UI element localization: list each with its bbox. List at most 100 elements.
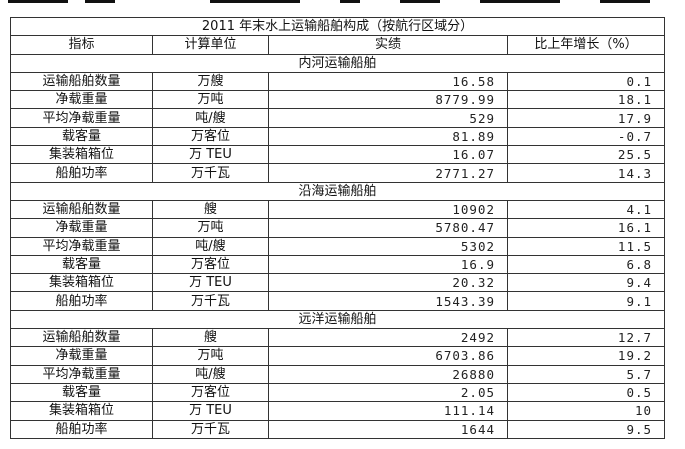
- table-row: 净载重量 万吨 8779.99 18.1: [10, 90, 666, 110]
- indicator-cell: 船舶功率: [10, 419, 153, 439]
- indicator-cell: 集装箱箱位: [10, 401, 153, 421]
- unit-cell: 万吨: [152, 218, 269, 238]
- indicator-cell: 运输船舶数量: [10, 328, 153, 348]
- indicator-cell: 平均净载重量: [10, 108, 153, 128]
- table-row: 集装箱箱位万 TEU 111.14 10: [10, 401, 666, 421]
- unit-cell: 万 TEU: [152, 401, 269, 421]
- unit-cell: 万客位: [152, 126, 269, 147]
- section-title: 内河运输船舶: [9, 53, 666, 73]
- section-row: 内河运输船舶: [9, 53, 666, 73]
- indicator-cell: 集装箱箱位: [10, 273, 153, 293]
- unit-cell: 万艘: [152, 71, 269, 92]
- table-row: 载客量 万客位 81.89 -0.7: [10, 126, 666, 147]
- indicator-cell: 平均净载重量: [10, 236, 153, 256]
- indicator-cell: 载客量: [10, 254, 153, 275]
- unit-cell: 艘: [152, 328, 269, 348]
- growth-cell: 18.1: [506, 90, 666, 110]
- indicator-cell: 平均净载重量: [10, 364, 153, 384]
- actual-cell: 16.58: [268, 71, 508, 92]
- actual-cell: 16.07: [268, 145, 508, 165]
- table-row: 运输船舶数量 万艘 16.58 0.1: [10, 71, 666, 92]
- header-indicator: 指标: [10, 35, 153, 55]
- growth-cell: 14.3: [506, 163, 666, 183]
- unit-cell: 吨/艘: [152, 364, 269, 384]
- growth-cell: 17.9: [506, 108, 666, 128]
- indicator-cell: 船舶功率: [10, 163, 153, 183]
- actual-cell: 20.32: [268, 273, 508, 293]
- unit-cell: 艘: [152, 199, 269, 220]
- section-row: 沿海运输船舶: [9, 181, 666, 201]
- table-row: 净载重量 万吨 6703.86 19.2: [10, 346, 666, 366]
- growth-cell: 11.5: [506, 236, 666, 256]
- actual-cell: 5302: [268, 236, 508, 256]
- table-row: 平均净载重量 吨/艘 26880 5.7: [10, 364, 666, 384]
- unit-cell: 万吨: [152, 346, 269, 366]
- actual-cell: 8779.99: [268, 90, 508, 110]
- actual-cell: 111.14: [268, 401, 508, 421]
- indicator-cell: 集装箱箱位: [10, 145, 153, 165]
- growth-cell: 9.5: [506, 419, 666, 439]
- growth-cell: 0.1: [506, 71, 666, 92]
- actual-cell: 529: [268, 108, 508, 128]
- header-row: 指标 计算单位 实绩 比上年增长（%）: [10, 35, 666, 55]
- actual-cell: 2492: [268, 328, 508, 348]
- growth-cell: 0.5: [506, 382, 666, 403]
- unit-cell: 吨/艘: [152, 236, 269, 256]
- table-row: 平均净载重量 吨/艘 5302 11.5: [10, 236, 666, 256]
- indicator-cell: 净载重量: [10, 90, 153, 110]
- header-unit: 计算单位: [152, 35, 269, 55]
- actual-cell: 2771.27: [268, 163, 508, 183]
- actual-cell: 26880: [268, 364, 508, 384]
- unit-cell: 万客位: [152, 254, 269, 275]
- ship-composition-table: 2011 年末水上运输船舶构成（按航行区域分） 指标 计算单位 实绩 比上年增长…: [9, 16, 666, 439]
- unit-cell: 万客位: [152, 382, 269, 403]
- section-title: 远洋运输船舶: [9, 309, 666, 330]
- growth-cell: 9.1: [506, 291, 666, 311]
- unit-cell: 万千瓦: [152, 419, 269, 439]
- indicator-cell: 载客量: [10, 382, 153, 403]
- actual-cell: 5780.47: [268, 218, 508, 238]
- actual-cell: 2.05: [268, 382, 508, 403]
- indicator-cell: 运输船舶数量: [10, 199, 153, 220]
- table-row: 载客量 万客位 16.9 6.8: [10, 254, 666, 275]
- unit-cell: 万千瓦: [152, 291, 269, 311]
- table-row: 运输船舶数量艘 10902 4.1: [10, 199, 666, 220]
- indicator-cell: 船舶功率: [10, 291, 153, 311]
- table-row: 船舶功率 万千瓦 1543.39 9.1: [10, 291, 666, 311]
- table-row: 集装箱箱位万 TEU 20.32 9.4: [10, 273, 666, 293]
- growth-cell: -0.7: [506, 126, 666, 147]
- growth-cell: 25.5: [506, 145, 666, 165]
- section-row: 远洋运输船舶: [9, 309, 666, 330]
- actual-cell: 10902: [268, 199, 508, 220]
- growth-cell: 9.4: [506, 273, 666, 293]
- actual-cell: 16.9: [268, 254, 508, 275]
- table-row: 载客量 万客位 2.05 0.5: [10, 382, 666, 403]
- growth-cell: 16.1: [506, 218, 666, 238]
- indicator-cell: 运输船舶数量: [10, 71, 153, 92]
- table-title-row: 2011 年末水上运输船舶构成（按航行区域分）: [9, 16, 666, 37]
- table-row: 集装箱箱位万 TEU 16.07 25.5: [10, 145, 666, 165]
- unit-cell: 万 TEU: [152, 273, 269, 293]
- table-row: 运输船舶数量艘 2492 12.7: [10, 328, 666, 348]
- unit-cell: 吨/艘: [152, 108, 269, 128]
- indicator-cell: 载客量: [10, 126, 153, 147]
- table-row: 平均净载重量 吨/艘 529 17.9: [10, 108, 666, 128]
- unit-cell: 万 TEU: [152, 145, 269, 165]
- growth-cell: 19.2: [506, 346, 666, 366]
- table-row: 船舶功率 万千瓦 2771.27 14.3: [10, 163, 666, 183]
- section-title: 沿海运输船舶: [9, 181, 666, 201]
- header-actual: 实绩: [268, 35, 508, 55]
- unit-cell: 万千瓦: [152, 163, 269, 183]
- actual-cell: 81.89: [268, 126, 508, 147]
- growth-cell: 6.8: [506, 254, 666, 275]
- actual-cell: 6703.86: [268, 346, 508, 366]
- growth-cell: 12.7: [506, 328, 666, 348]
- indicator-cell: 净载重量: [10, 218, 153, 238]
- actual-cell: 1644: [268, 419, 508, 439]
- table-row: 船舶功率 万千瓦 1644 9.5: [10, 419, 666, 439]
- growth-cell: 10: [506, 401, 666, 421]
- actual-cell: 1543.39: [268, 291, 508, 311]
- cropped-text-fragment: [0, 0, 685, 4]
- table-row: 净载重量 万吨 5780.47 16.1: [10, 218, 666, 238]
- unit-cell: 万吨: [152, 90, 269, 110]
